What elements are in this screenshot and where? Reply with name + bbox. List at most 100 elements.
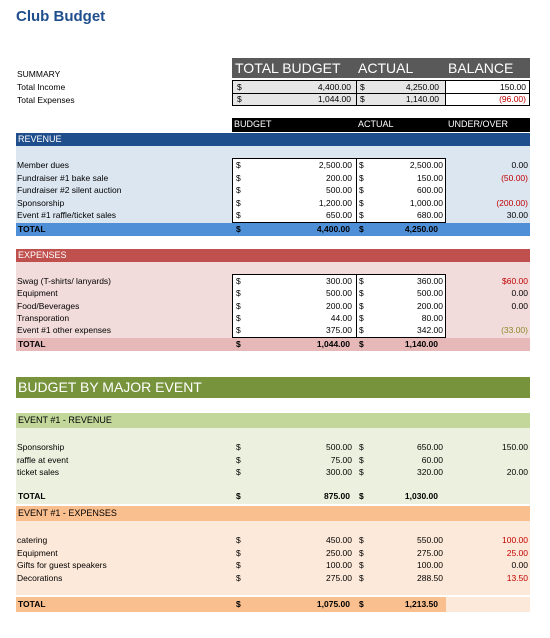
row-actual: 680.00 — [417, 210, 443, 220]
row-actual: 80.00 — [421, 312, 443, 323]
column-header-under-over: UNDER/OVER — [448, 119, 509, 129]
currency-symbol: $ — [359, 339, 364, 349]
column-header-actual: ACTUAL — [358, 119, 394, 129]
row-budget: 44.00 — [330, 312, 352, 323]
event-revenue-header: EVENT #1 - REVENUE — [16, 413, 530, 428]
row-under-over: 100.00 — [502, 535, 528, 545]
row-label: Equipment — [17, 288, 58, 299]
currency-symbol: $ — [236, 491, 241, 501]
column-header-bar: BUDGET ACTUAL UNDER/OVER — [232, 118, 530, 132]
currency-symbol: $ — [359, 442, 364, 452]
currency-symbol: $ — [236, 572, 241, 583]
event-revenue-total-actual: 1,030.00 — [404, 491, 438, 501]
currency-symbol: $ — [236, 454, 241, 465]
row-under-over: 0.00 — [511, 160, 528, 170]
expenses-values-box — [232, 274, 446, 338]
event-expenses-total-label: TOTAL — [18, 599, 46, 609]
event-expenses-header: EVENT #1 - EXPENSES — [16, 506, 530, 521]
row-label: Event #1 other expenses — [17, 325, 112, 336]
currency-symbol: $ — [236, 185, 241, 195]
currency-symbol: $ — [236, 312, 241, 323]
currency-symbol: $ — [359, 276, 364, 286]
currency-symbol: $ — [359, 300, 364, 311]
currency-symbol: $ — [236, 599, 241, 609]
revenue-total-budget: 4,400.00 — [316, 224, 350, 234]
summary-header-total-budget: TOTAL BUDGET — [235, 60, 341, 76]
currency-symbol: $ — [359, 325, 364, 336]
row-actual: 100.00 — [417, 560, 443, 570]
currency-symbol: $ — [236, 442, 241, 452]
event-revenue-body — [16, 428, 530, 489]
row-under-over: $60.00 — [502, 276, 528, 286]
row-budget: 250.00 — [326, 547, 352, 558]
event-expenses-total-budget: 1,075.00 — [316, 599, 350, 609]
currency-symbol: $ — [359, 535, 364, 545]
summary-expenses-actual: 1,140.00 — [405, 94, 439, 104]
row-label: Food/Beverages — [17, 300, 80, 311]
currency-symbol: $ — [236, 560, 241, 570]
currency-symbol: $ — [359, 197, 364, 208]
major-event-header-label: BUDGET BY MAJOR EVENT — [18, 379, 202, 395]
divider — [356, 159, 357, 222]
row-actual: 288.50 — [417, 572, 443, 583]
row-under-over: 0.00 — [511, 288, 528, 299]
row-label: Member dues — [17, 160, 69, 170]
event-revenue-total-label: TOTAL — [18, 491, 46, 501]
currency-symbol: $ — [359, 491, 364, 501]
row-budget: 200.00 — [326, 300, 352, 311]
currency-symbol: $ — [359, 547, 364, 558]
expenses-total-actual: 1,140.00 — [404, 339, 438, 349]
row-label: Swag (T-shirts/ lanyards) — [17, 276, 111, 286]
expenses-header: EXPENSES — [16, 249, 530, 262]
currency-symbol: $ — [236, 197, 241, 208]
row-budget: 650.00 — [326, 210, 352, 220]
divider — [233, 93, 529, 94]
expenses-total-budget: 1,044.00 — [316, 339, 350, 349]
event-revenue-header-label: EVENT #1 - REVENUE — [18, 415, 112, 425]
row-under-over: 0.00 — [511, 300, 528, 311]
currency-symbol: $ — [359, 185, 364, 195]
currency-symbol: $ — [236, 535, 241, 545]
row-actual: 320.00 — [417, 467, 443, 477]
revenue-values-box — [232, 158, 446, 223]
currency-symbol: $ — [359, 172, 364, 183]
currency-symbol: $ — [359, 210, 364, 220]
row-label: Gifts for guest speakers — [17, 560, 107, 570]
expenses-header-label: EXPENSES — [18, 250, 67, 260]
row-under-over: 0.00 — [511, 560, 528, 570]
summary-header-balance: BALANCE — [448, 60, 514, 76]
row-under-over: (50.00) — [501, 172, 528, 183]
row-under-over: (33.00) — [501, 325, 528, 336]
event-expenses-header-label: EVENT #1 - EXPENSES — [18, 508, 117, 518]
summary-row-income-label: Total Income — [17, 82, 66, 92]
currency-symbol: $ — [237, 94, 242, 104]
summary-income-actual: 4,250.00 — [405, 82, 439, 92]
row-under-over: 20.00 — [506, 467, 528, 477]
row-label: Fundraiser #1 bake sale — [17, 172, 109, 183]
row-label: catering — [17, 535, 48, 545]
currency-symbol: $ — [236, 210, 241, 220]
row-label: Transporation — [17, 312, 70, 323]
row-label: ticket sales — [17, 467, 60, 477]
row-actual: 200.00 — [417, 300, 443, 311]
currency-symbol: $ — [360, 94, 365, 104]
row-budget: 300.00 — [326, 276, 352, 286]
row-actual: 1,000.00 — [409, 197, 443, 208]
currency-symbol: $ — [236, 325, 241, 336]
currency-symbol: $ — [359, 560, 364, 570]
row-label: Equipment — [17, 547, 58, 558]
currency-symbol: $ — [237, 82, 242, 92]
row-budget: 200.00 — [326, 172, 352, 183]
currency-symbol: $ — [359, 467, 364, 477]
row-label: Fundraiser #2 silent auction — [17, 185, 122, 195]
currency-symbol: $ — [236, 288, 241, 299]
summary-header-actual: ACTUAL — [358, 60, 414, 76]
row-budget: 500.00 — [326, 185, 352, 195]
row-label: Sponsorship — [17, 442, 65, 452]
revenue-total-label: TOTAL — [18, 224, 46, 234]
revenue-total-actual: 4,250.00 — [404, 224, 438, 234]
row-label: Event #1 raffle/ticket sales — [17, 210, 117, 220]
row-under-over: 150.00 — [502, 442, 528, 452]
row-budget: 450.00 — [326, 535, 352, 545]
row-under-over: 25.00 — [506, 547, 528, 558]
